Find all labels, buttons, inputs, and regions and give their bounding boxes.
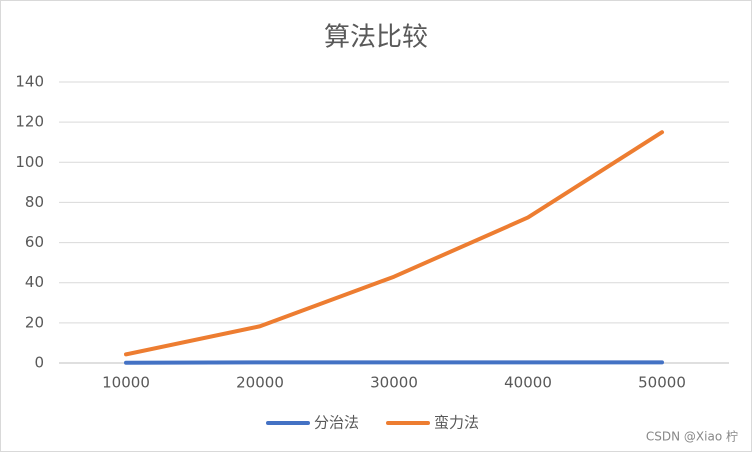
legend-label: 蛮力法 [434, 414, 479, 432]
y-tick-label: 40 [25, 273, 44, 291]
legend-label: 分治法 [314, 414, 359, 432]
series-line [124, 130, 664, 357]
y-tick-label: 100 [15, 153, 44, 171]
x-tick-label: 10000 [102, 374, 150, 392]
x-tick-label: 30000 [370, 374, 418, 392]
y-tick-label: 120 [15, 113, 44, 131]
chart-title: 算法比较 [324, 23, 428, 53]
watermark: CSDN @Xiao 柠 [646, 429, 738, 444]
y-tick-label: 80 [25, 193, 44, 211]
x-tick-label: 20000 [236, 374, 284, 392]
y-tick-label: 60 [25, 233, 44, 251]
y-tick-label: 0 [34, 354, 44, 372]
y-tick-label: 140 [15, 73, 44, 91]
x-tick-label: 50000 [638, 374, 686, 392]
y-tick-label: 20 [25, 313, 44, 331]
x-tick-label: 40000 [504, 374, 552, 392]
